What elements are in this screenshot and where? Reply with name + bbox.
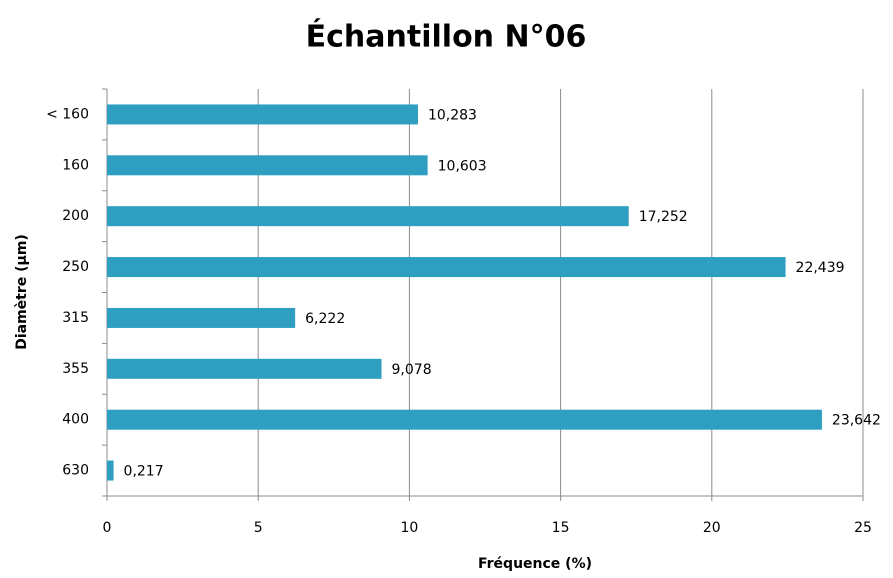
y-tick-label: 400 [62, 412, 89, 428]
x-tick-label: 0 [103, 520, 112, 536]
data-label: 10,603 [438, 158, 487, 174]
bar [107, 257, 786, 278]
bar [107, 307, 296, 328]
data-label: 22,439 [796, 260, 845, 276]
data-label: 0,217 [124, 464, 164, 480]
data-label: 6,222 [305, 311, 345, 327]
data-label: 9,078 [392, 362, 432, 378]
bar [107, 358, 382, 379]
y-tick-label: 200 [62, 208, 89, 224]
y-tick-label: < 160 [46, 106, 89, 122]
data-label: 17,252 [639, 209, 688, 225]
x-axis-label: Fréquence (%) [478, 556, 592, 572]
bar [107, 104, 418, 125]
y-tick-label: 355 [62, 361, 89, 377]
bar [107, 409, 822, 430]
y-tick-label: 315 [62, 310, 89, 326]
bar [107, 460, 114, 481]
x-tick-label: 10 [400, 520, 418, 536]
x-tick-label: 25 [854, 520, 872, 536]
data-label: 10,283 [428, 107, 477, 123]
x-tick-label: 15 [552, 520, 570, 536]
bar [107, 155, 428, 176]
x-tick-label: 20 [703, 520, 721, 536]
y-axis-label: Diamètre (µm) [14, 234, 30, 350]
bar [107, 206, 629, 227]
chart-title: Échantillon N°06 [306, 19, 587, 55]
y-tick-label: 250 [62, 259, 89, 275]
x-tick-label: 5 [254, 520, 263, 536]
y-tick-label: 160 [62, 157, 89, 173]
y-tick-label: 630 [62, 463, 89, 479]
data-label: 23,642 [832, 413, 881, 429]
